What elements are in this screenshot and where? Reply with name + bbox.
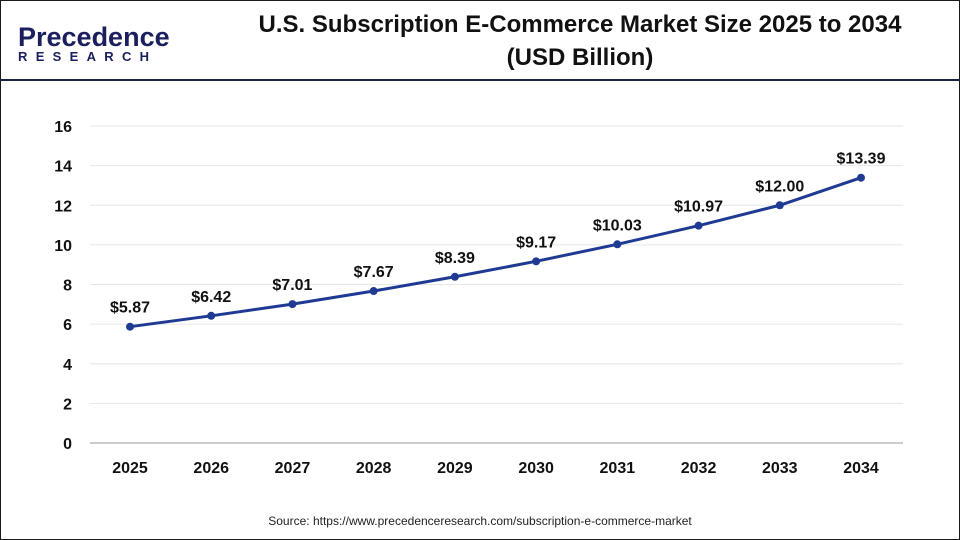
series-line (129, 176, 862, 329)
x-tick-label: 2029 (437, 460, 473, 477)
data-label: $12.00 (755, 178, 804, 195)
chart-title: U.S. Subscription E-Commerce Market Size… (210, 8, 950, 74)
x-tick-label: 2027 (275, 460, 311, 477)
data-point (126, 322, 134, 331)
data-label: $8.39 (435, 250, 475, 267)
data-label: $6.42 (191, 289, 231, 306)
title-line1: U.S. Subscription E-Commerce Market Size… (258, 11, 902, 38)
x-tick-label: 2028 (356, 460, 392, 477)
data-point (857, 173, 865, 182)
y-tick-label: 12 (54, 198, 72, 215)
x-tick-label: 2031 (600, 460, 636, 477)
x-tick-label: 2034 (843, 460, 879, 477)
y-tick-label: 0 (63, 436, 72, 453)
data-point (288, 300, 297, 309)
data-label: $9.17 (516, 234, 556, 251)
y-tick-label: 6 (63, 317, 72, 334)
x-tick-label: 2026 (193, 460, 229, 477)
x-tick-label: 2025 (112, 460, 148, 477)
data-label: $10.03 (593, 217, 642, 234)
data-point (613, 240, 622, 249)
x-tick-label: 2033 (762, 460, 798, 477)
data-point (532, 257, 541, 266)
data-point (207, 311, 216, 320)
source-note: Source: https://www.precedenceresearch.c… (268, 514, 692, 528)
data-label: $5.87 (110, 300, 150, 317)
x-tick-label: 2030 (518, 460, 554, 477)
data-point (694, 221, 703, 230)
x-tick-label: 2032 (681, 460, 717, 477)
y-tick-label: 4 (63, 357, 72, 374)
data-point (775, 201, 784, 210)
y-tick-label: 10 (54, 238, 72, 255)
data-label: $13.39 (837, 151, 886, 168)
data-label: $10.97 (674, 199, 723, 216)
data-label: $7.67 (354, 264, 394, 281)
data-label: $7.01 (272, 277, 312, 294)
logo-line2: RESEARCH (18, 49, 158, 64)
title-line2: (USD Billion) (506, 44, 654, 71)
header-divider (0, 79, 960, 81)
y-tick-label: 8 (63, 278, 72, 295)
y-tick-label: 2 (63, 396, 72, 413)
y-tick-label: 14 (54, 159, 72, 176)
logo: Precedence RESEARCH (18, 22, 170, 64)
data-point (450, 272, 459, 281)
data-point (369, 287, 378, 296)
logo-line1: Precedence (18, 22, 170, 52)
y-tick-label: 16 (54, 119, 72, 136)
